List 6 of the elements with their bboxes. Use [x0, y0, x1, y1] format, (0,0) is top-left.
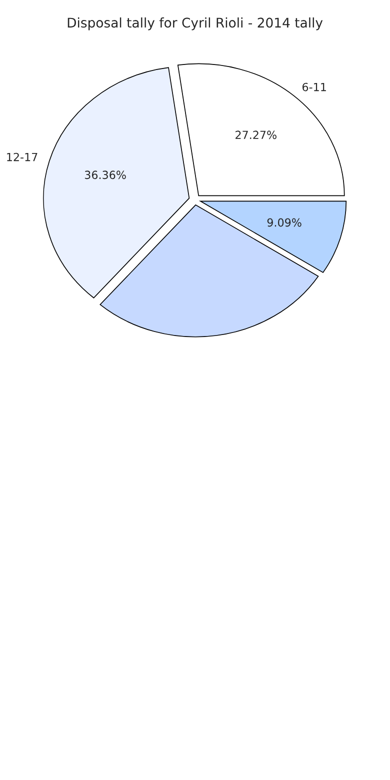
- data-label: 9.09%: [267, 218, 302, 227]
- slice-label: 12-17: [7, 152, 38, 162]
- chart-title: Disposal tally for Cyril Rioli - 2014 tally: [68, 17, 323, 30]
- data-label: 27.27%: [236, 130, 276, 140]
- slice-label: 6-11: [302, 82, 326, 92]
- data-label: 36.36%: [84, 170, 126, 180]
